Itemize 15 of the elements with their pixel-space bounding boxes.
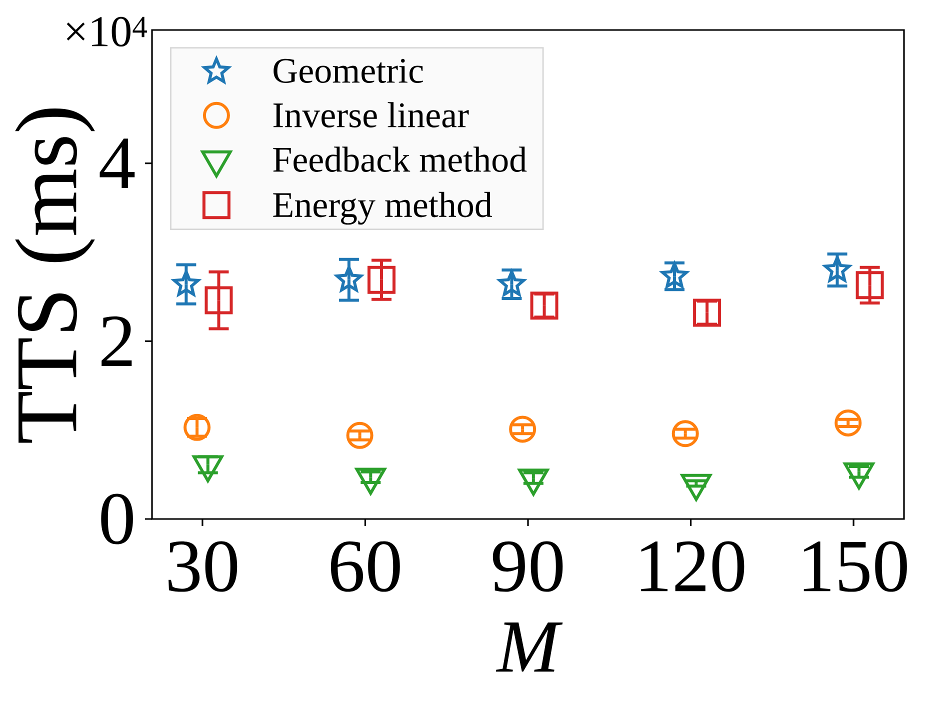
legend-label: Energy method xyxy=(273,192,492,225)
legend-label: Inverse linear xyxy=(273,102,469,128)
x-tick-label: 60 xyxy=(330,541,400,592)
x-tick-label: 30 xyxy=(168,541,238,592)
text: ×10$^{4}$ xyxy=(66,16,148,47)
x-axis-title: M xyxy=(496,622,563,672)
y-tick-label: 0 xyxy=(101,494,133,544)
legend-label: Geometric xyxy=(274,58,423,83)
legend-label: Feedback method xyxy=(273,146,527,172)
y-tick-label: 4 xyxy=(100,138,135,188)
x-tick-label: 120 xyxy=(641,541,744,592)
x-tick-label: 150 xyxy=(804,541,907,592)
x-tick-label: 90 xyxy=(492,541,563,592)
y-axis-title: TTS (ms) xyxy=(15,108,95,443)
y-tick-label: 2 xyxy=(102,316,132,366)
